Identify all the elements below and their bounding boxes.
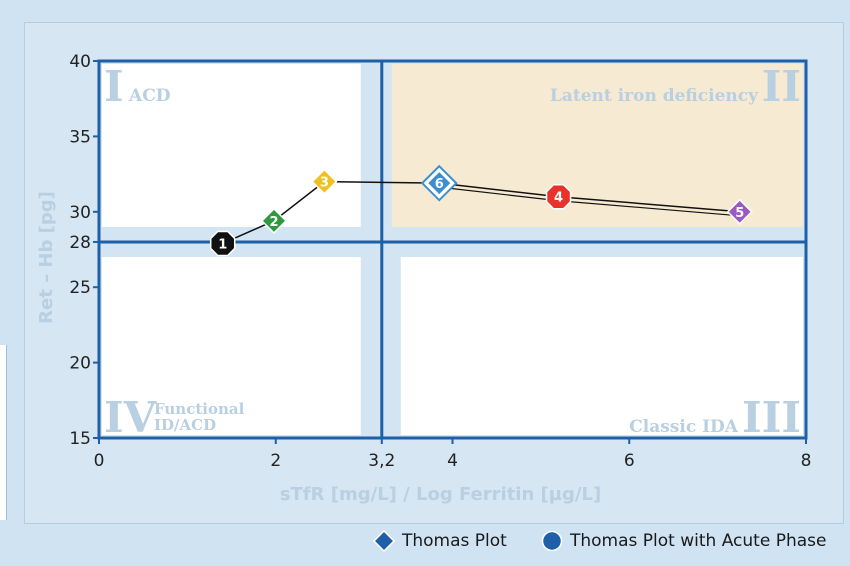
- circle-icon: [541, 530, 563, 552]
- x-tick-label: 4: [447, 451, 458, 471]
- quadrant-1-label: ACD: [128, 86, 171, 106]
- x-tick-label: 6: [624, 451, 635, 471]
- legend-label-thomas-plot-acute-phase: Thomas Plot with Acute Phase: [570, 531, 827, 551]
- quadrant-4-label-line2: ID/ACD: [154, 416, 216, 434]
- x-axis-label: sTfR [mg/L] / Log Ferritin [µg/L]: [280, 484, 601, 505]
- legend-label-thomas-plot: Thomas Plot: [402, 531, 507, 551]
- quadrant-3-label: Classic IDA: [629, 417, 739, 437]
- data-point-6[interactable]: [426, 170, 453, 197]
- data-point-label-2: 2: [269, 215, 278, 230]
- quadrant-3-numeral: III: [742, 393, 801, 442]
- data-point-2[interactable]: [260, 207, 288, 234]
- x-tick-label: 0: [94, 451, 105, 471]
- data-point-label-3: 3: [320, 176, 329, 191]
- data-point-label-6: 6: [435, 177, 444, 192]
- y-tick-label: 15: [69, 429, 91, 449]
- quadrant-4-label-line1: Functional: [154, 400, 245, 418]
- quadrant-2-label: Latent iron deficiency: [550, 86, 759, 106]
- y-tick-label: 30: [69, 203, 91, 223]
- data-point-label-1: 1: [218, 237, 227, 252]
- y-tick-label: 35: [69, 127, 91, 147]
- y-tick-label: 28: [69, 233, 91, 253]
- data-point-1[interactable]: [209, 230, 236, 257]
- legend-item-thomas-plot[interactable]: Thomas Plot: [372, 528, 507, 554]
- quadrant-4-area: [102, 256, 361, 435]
- quadrant-1-numeral: I: [104, 62, 124, 111]
- x-tick-label: 3,2: [368, 451, 395, 471]
- quadrant-1-area: [102, 64, 361, 227]
- left-edge-panel: [0, 345, 7, 520]
- quadrant-3-area: [400, 256, 803, 435]
- data-point-4[interactable]: [545, 183, 572, 210]
- data-point-label-5: 5: [735, 206, 744, 221]
- quadrant-2-numeral: II: [762, 62, 801, 111]
- data-point-5[interactable]: [726, 198, 753, 225]
- x-tick-label: 8: [801, 451, 812, 471]
- y-axis-label: Ret – Hb [pg]: [36, 191, 57, 324]
- x-tick-label: 2: [270, 451, 281, 471]
- quadrant-4-numeral: IV: [104, 393, 158, 442]
- data-point-label-4: 4: [554, 191, 563, 206]
- y-tick-label: 20: [69, 354, 91, 374]
- y-tick-label: 40: [69, 52, 91, 72]
- data-point-3[interactable]: [311, 168, 338, 195]
- legend-item-thomas-plot-acute-phase[interactable]: Thomas Plot with Acute Phase: [540, 528, 826, 554]
- diamond-icon: [372, 529, 396, 553]
- y-tick-label: 25: [69, 278, 91, 298]
